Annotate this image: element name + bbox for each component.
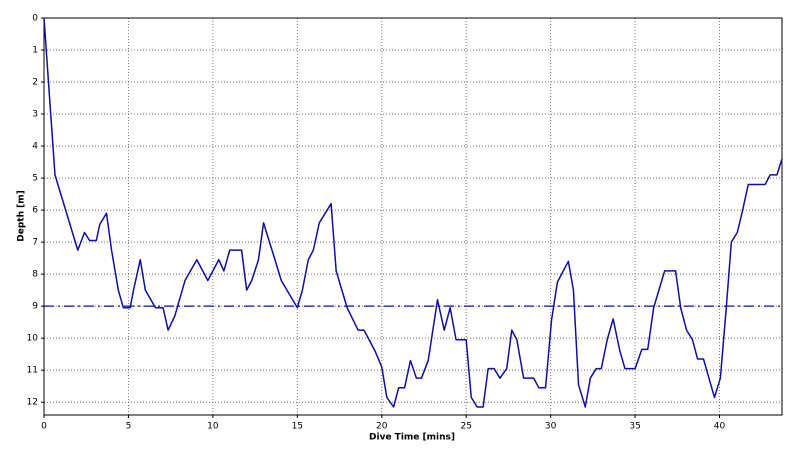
y-tick-label: 10 <box>27 334 39 344</box>
y-tick-label: 9 <box>32 302 38 312</box>
x-tick-label: 20 <box>376 422 388 432</box>
x-tick-label: 5 <box>126 422 132 432</box>
y-tick-label: 4 <box>32 142 38 152</box>
x-tick-label: 35 <box>629 422 640 432</box>
x-axis-title: Dive Time [mins] <box>369 433 455 443</box>
y-tick-label: 5 <box>32 174 38 184</box>
y-tick-label: 3 <box>32 110 38 120</box>
x-tick-label: 25 <box>460 422 471 432</box>
y-tick-label: 2 <box>32 78 38 88</box>
y-tick-label: 6 <box>32 206 38 216</box>
plot-border <box>43 17 783 416</box>
x-tick-label: 40 <box>714 422 726 432</box>
depth-line <box>43 17 783 408</box>
x-tick-label: 0 <box>41 422 47 432</box>
y-tick-label: 8 <box>32 270 38 280</box>
x-tick-label: 10 <box>207 422 219 432</box>
x-tick-label: 15 <box>292 422 303 432</box>
y-tick-label: 12 <box>27 398 38 408</box>
y-tick-label: 0 <box>32 14 38 24</box>
y-tick-label: 7 <box>32 238 38 248</box>
y-axis-title: Depth [m] <box>17 190 27 241</box>
y-tick-label: 1 <box>32 46 38 56</box>
y-tick-label: 11 <box>27 366 38 376</box>
x-tick-label: 30 <box>545 422 557 432</box>
